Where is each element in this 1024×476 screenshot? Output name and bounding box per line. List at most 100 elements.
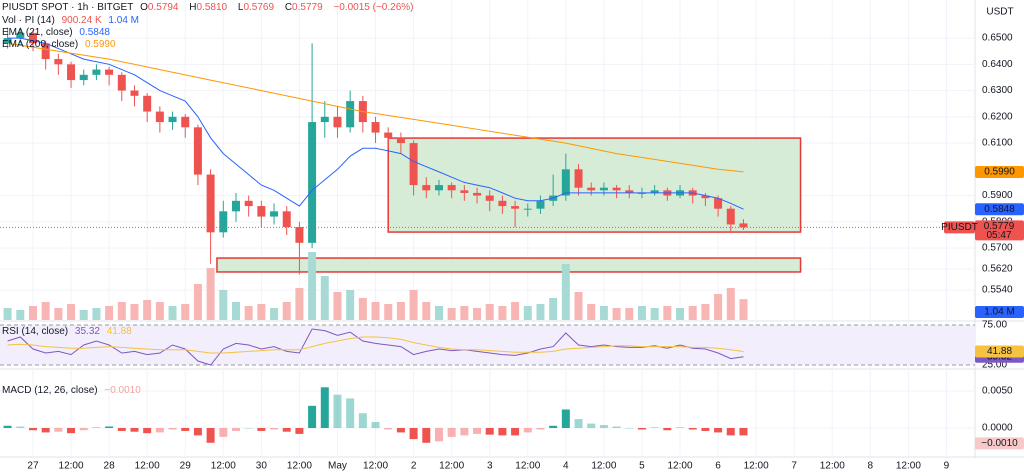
legend-name: EMA (21, close) [2,27,73,38]
ema21-tag: 0.5848 [984,204,1015,215]
candle-body [612,187,621,191]
ema21-legend: EMA (21, close) 0.5848 [2,27,114,38]
macd-bar [409,427,418,440]
macd-bar [168,427,177,430]
volume-bar [473,308,482,320]
volume-bar [308,252,317,320]
macd-bar [663,427,672,431]
legend-value: 1.04 M [108,15,139,26]
x-tick-label: 4 [563,461,569,472]
candle-body [396,137,405,144]
candle-body [282,211,291,228]
x-tick-label: 12:00 [591,461,616,472]
candle-body [384,132,393,138]
macd-bar [536,427,545,430]
volume-bar [257,304,266,320]
volume-bar [155,302,164,320]
y-tick-label: 0.6300 [982,85,1013,96]
macd-bar [231,427,240,431]
volume-bar [67,304,76,320]
ohlc-value: 0.5810 [196,2,228,13]
candle-body [739,223,748,228]
currency: USDT [986,7,1013,18]
legend-value: 35.32 [74,326,100,337]
x-tick-label: 5 [639,461,645,472]
volume-bar [105,306,114,320]
ohlc-label: H [189,2,197,13]
candle-body [295,227,304,243]
candle-body [28,32,37,44]
ticker-tag: PIUSDT [941,222,978,233]
legend-name: EMA (200, close) [2,39,79,50]
macd-bar [523,427,532,433]
volume-bar [396,302,405,320]
macd-bar [371,422,380,428]
candle-body [523,208,532,210]
ema200-tag: 0.5990 [984,167,1015,178]
macd-bar [206,427,215,443]
legend-value: 41.88 [106,326,132,337]
y-tick-label: 0.0000 [982,423,1013,434]
volume-bar [117,302,126,320]
y-tick-label: 0.6100 [982,138,1013,149]
candle-body [434,185,443,191]
macd-bar [219,427,228,437]
volume-bar [625,308,634,320]
volume-bar [79,310,88,320]
candle-body [473,192,482,196]
legend-value: 0.5990 [84,39,116,50]
candle-body [637,192,646,194]
volume-bar [460,306,469,320]
x-tick-label: 8 [868,461,874,472]
macd-bar [28,427,37,431]
macd-bar [244,427,253,429]
candle-body [409,143,418,186]
volume-bar [409,290,418,320]
macd-bar [688,427,697,430]
macd-bar [587,423,596,428]
x-tick-label: 12:00 [668,461,693,472]
ohlc: C0.5779 [285,2,327,13]
x-tick-label: 12:00 [515,461,540,472]
candle-body [511,206,520,209]
candle-body [92,69,101,75]
volume-bar [28,306,37,320]
y-tick-label: 25.00 [982,360,1007,371]
candle-body [79,74,88,81]
ticker-tag-bg [944,221,975,234]
macd-bar [181,427,190,431]
candle-body [308,122,317,243]
volume-bar [244,306,253,320]
macd-bar [676,427,685,428]
macd-bar [599,425,608,428]
y-tick-label: 0.5540 [982,285,1013,296]
y-tick-label: 0.0050 [982,386,1013,397]
macd-bar [346,398,355,428]
ohlc-label: L [237,2,244,13]
x-tick-label: 7 [791,461,797,472]
macd-bar [333,394,342,428]
volume-bar [536,304,545,320]
x-tick-label: 2 [411,461,417,472]
candle-body [561,169,570,196]
volume-bar [714,294,723,320]
x-tick-label: 3 [487,461,493,472]
macd-bar [739,427,748,436]
ema21-tag-bg [975,203,1024,216]
ohlc: L0.5769 [238,2,278,13]
x-tick-label: 12:00 [439,461,464,472]
volume-bar [371,302,380,320]
x-tick-label: 12:00 [896,461,921,472]
legend-name: MACD (12, 26, close) [2,385,98,396]
rsi-band [0,325,975,365]
legend-name: Vol · PI (14) [2,15,55,26]
macd-bar [105,426,114,428]
x-tick-label: 6 [715,461,721,472]
macd-bar [270,427,279,430]
candle-body [54,59,63,65]
candle-body [485,195,494,201]
candle-body [193,127,202,175]
macd-bar [701,427,710,431]
candle-body [447,185,456,191]
line-series [7,336,744,354]
